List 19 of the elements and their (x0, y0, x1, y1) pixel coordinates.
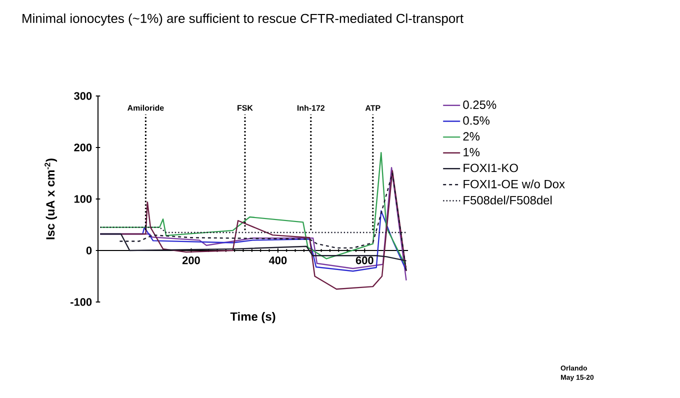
x-axis-title: Time (s) (230, 312, 276, 324)
y-tick-label: 300 (74, 92, 92, 100)
legend-label: 1% (464, 148, 480, 156)
legend-label: 2% (463, 132, 480, 141)
x-tick-label: 200 (182, 256, 200, 264)
x-tick-label: 400 (268, 256, 287, 264)
y-axis-title: Isc (uA x cm$^{-2}$) (44, 158, 57, 240)
x-tick-label: 600 (356, 256, 374, 264)
legend-label: 0.25% (463, 100, 496, 109)
legend-label: FOXI1-OE w/o Dox (464, 180, 565, 188)
y-tick-label: 100 (74, 195, 92, 203)
y-tick-label: 0 (86, 246, 92, 254)
line-series (100, 152, 407, 268)
chart-title: Minimal ionocytes (~1%) are sufficient to rescue CFTR-mediated Cl-transport (22, 14, 464, 26)
legend-label: F508del/F508del (464, 196, 552, 204)
y-tick-label: 200 (74, 144, 92, 152)
y-tick-label: -100 (70, 298, 92, 306)
legend-label: 0.5% (463, 116, 490, 125)
legend-label: FOXI1-KO (464, 164, 518, 172)
